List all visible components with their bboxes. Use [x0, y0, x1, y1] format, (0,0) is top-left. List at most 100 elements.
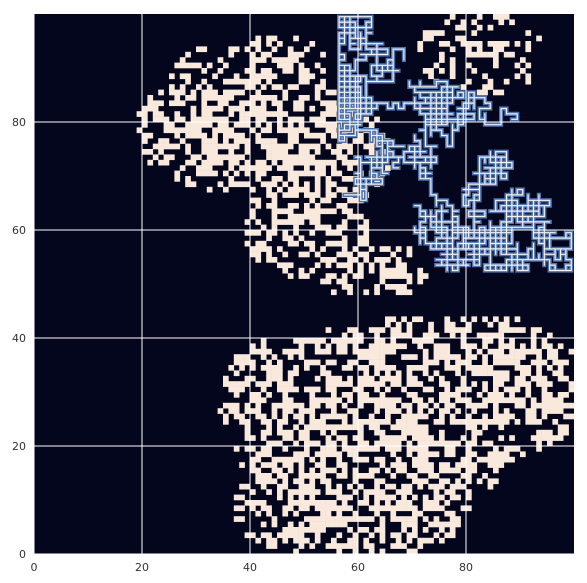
cluster-cell	[503, 397, 510, 404]
cluster-cell	[412, 494, 418, 501]
cluster-cell	[482, 419, 488, 425]
cluster-cell	[282, 68, 289, 74]
cluster-cell	[244, 483, 251, 490]
cluster-cell	[401, 267, 407, 274]
cluster-cell	[395, 467, 402, 474]
cluster-cell	[466, 478, 472, 485]
cluster-cell	[498, 14, 505, 20]
cluster-cell	[428, 375, 434, 382]
cluster-cell	[449, 14, 456, 20]
cluster-cell	[206, 138, 213, 144]
cluster-cell	[422, 440, 429, 447]
cluster-cell	[363, 257, 370, 263]
cluster-cell	[493, 408, 499, 414]
cluster-cell	[417, 435, 424, 441]
cluster-cell	[331, 230, 337, 236]
cluster-cell	[444, 478, 451, 485]
cluster-cell	[390, 338, 397, 344]
cluster-cell	[163, 154, 170, 161]
cluster-cell	[379, 462, 386, 468]
cluster-cell	[336, 413, 343, 420]
cluster-cell	[547, 429, 553, 436]
cluster-cell	[266, 68, 272, 74]
cluster-cell	[293, 203, 299, 209]
cluster-cell	[341, 203, 348, 209]
cluster-cell	[287, 494, 294, 501]
cluster-cell	[314, 343, 321, 350]
cluster-cell	[428, 483, 434, 490]
cluster-cell	[212, 116, 218, 123]
cluster-cell	[352, 327, 359, 333]
cluster-cell	[466, 451, 472, 458]
cluster-cell	[417, 397, 424, 404]
cluster-cell	[206, 170, 213, 177]
cluster-cell	[460, 332, 467, 339]
cluster-cell	[331, 505, 337, 512]
cluster-cell	[325, 240, 332, 247]
cluster-cell	[260, 532, 267, 539]
cluster-cell	[358, 213, 364, 220]
cluster-cell	[379, 381, 386, 387]
cluster-cell	[266, 230, 272, 236]
cluster-cell	[498, 424, 505, 431]
cluster-cell	[293, 478, 299, 485]
cluster-cell	[250, 408, 256, 414]
cluster-cell	[201, 122, 208, 128]
cluster-cell	[282, 483, 289, 490]
cluster-cell	[374, 478, 380, 485]
cluster-cell	[530, 375, 537, 382]
cluster-cell	[439, 527, 445, 533]
cluster-cell	[460, 505, 467, 512]
cluster-cell	[493, 370, 499, 377]
cluster-cell	[196, 127, 202, 134]
cluster-cell	[201, 111, 208, 117]
cluster-cell	[142, 122, 148, 128]
cluster-cell	[341, 154, 348, 161]
cluster-cell	[266, 111, 272, 117]
cluster-cell	[217, 100, 224, 107]
cluster-cell	[482, 397, 488, 404]
cluster-cell	[379, 365, 386, 371]
cluster-cell	[385, 467, 391, 474]
cluster-cell	[271, 516, 278, 522]
cluster-cell	[557, 435, 564, 441]
cluster-cell	[282, 419, 289, 425]
cluster-cell	[287, 489, 294, 495]
cluster-cell	[293, 219, 299, 225]
cluster-cell	[385, 321, 391, 328]
cluster-cell	[314, 262, 321, 269]
cluster-cell	[190, 154, 197, 161]
cluster-cell	[309, 397, 316, 404]
cluster-cell	[336, 203, 343, 209]
cluster-cell	[536, 429, 542, 436]
cluster-cell	[347, 338, 353, 344]
cluster-cell	[363, 219, 370, 225]
cluster-cell	[385, 500, 391, 506]
cluster-cell	[212, 143, 218, 150]
cluster-cell	[277, 143, 283, 150]
cluster-cell	[293, 186, 299, 193]
cluster-cell	[266, 138, 272, 144]
cluster-cell	[320, 510, 326, 517]
cluster-cell	[293, 181, 299, 188]
cluster-cell	[325, 159, 332, 166]
cluster-cell	[466, 343, 472, 350]
cluster-cell	[487, 78, 494, 85]
cluster-cell	[309, 516, 316, 522]
cluster-cell	[390, 397, 397, 404]
cluster-cell	[358, 224, 364, 231]
cluster-cell	[136, 127, 143, 134]
cluster-cell	[163, 122, 170, 128]
cluster-cell	[277, 375, 283, 382]
cluster-cell	[412, 424, 418, 431]
cluster-cell	[271, 354, 278, 360]
cluster-cell	[185, 51, 191, 58]
cluster-cell	[466, 397, 472, 404]
cluster-cell	[336, 186, 343, 193]
cluster-cell	[309, 478, 316, 485]
cluster-cell	[212, 105, 218, 112]
cluster-cell	[368, 343, 375, 350]
cluster-cell	[471, 365, 478, 371]
cluster-cell	[503, 370, 510, 377]
cluster-cell	[417, 510, 424, 517]
